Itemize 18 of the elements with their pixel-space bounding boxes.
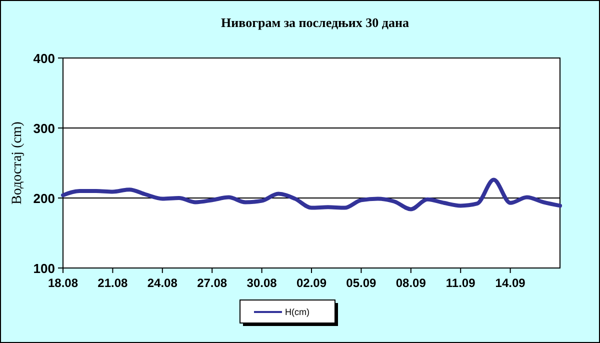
x-tick-label: 24.08 (147, 276, 178, 290)
x-tick-label: 08.09 (396, 276, 426, 290)
line-series (61, 178, 562, 212)
y-tick-label: 100 (33, 261, 55, 276)
x-tick-label: 14.09 (495, 276, 526, 290)
x-tick-label: 30.08 (246, 276, 278, 290)
y-tick-label: 300 (33, 121, 55, 136)
y-axis-title: Водостај (cm) (10, 121, 25, 204)
y-tick-label: 200 (33, 191, 55, 206)
x-tick-label: 21.08 (98, 276, 128, 290)
legend-label: H(cm) (285, 307, 310, 317)
x-tick-label: 02.09 (296, 276, 327, 290)
x-tick-label: 27.08 (197, 276, 228, 290)
chart-title: Нивограм за последњих 30 дана (221, 15, 410, 30)
x-tick-label: 11.09 (446, 276, 476, 290)
x-tick-label: 18.08 (48, 276, 78, 290)
x-tick-label: 05.09 (346, 276, 377, 290)
y-tick-label: 400 (33, 51, 55, 66)
